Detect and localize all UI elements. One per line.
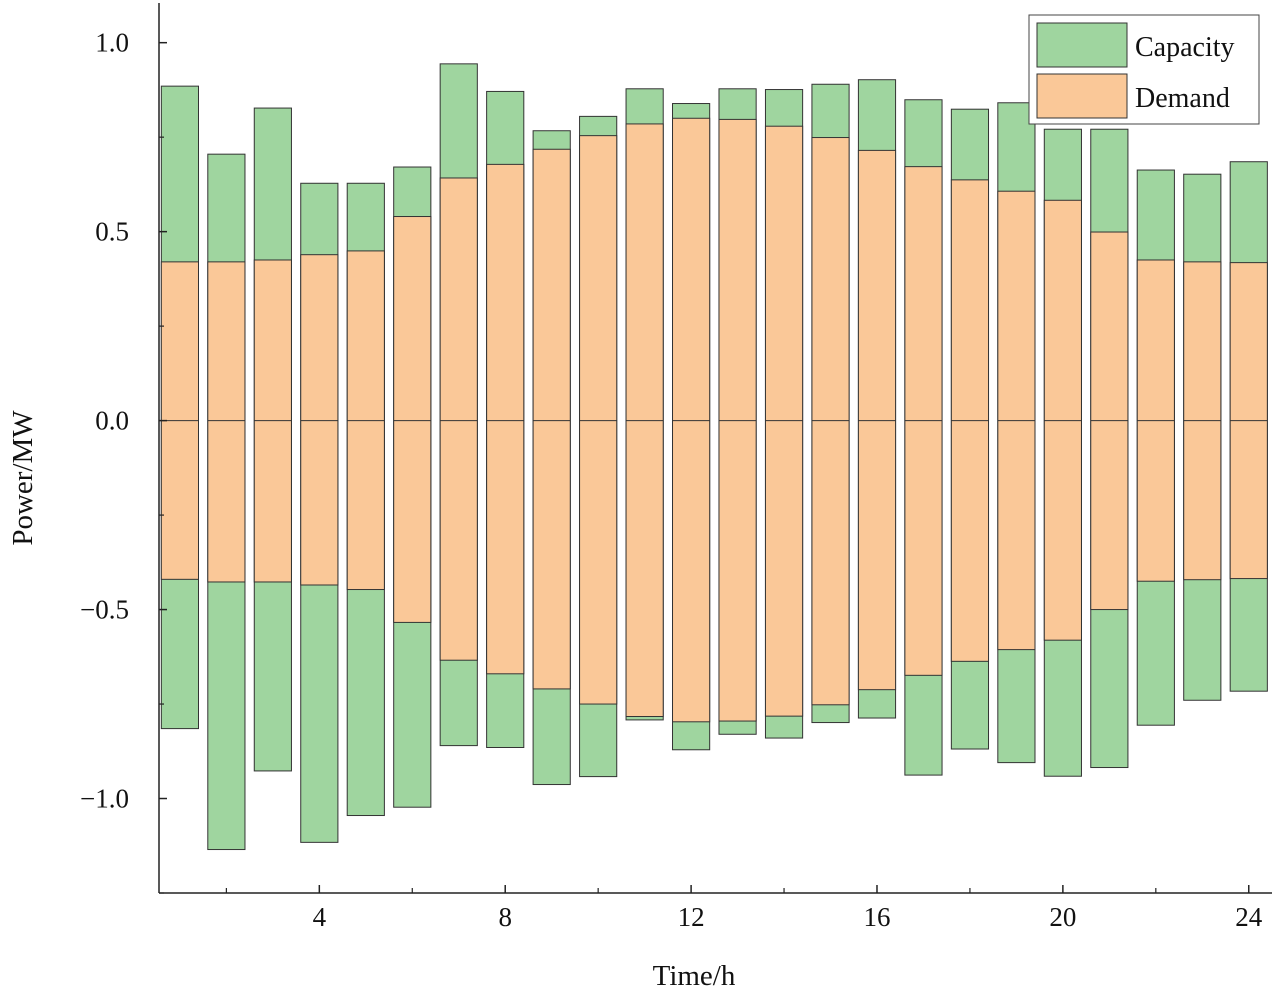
x-tick-label: 4 xyxy=(313,902,327,932)
demand-bar xyxy=(857,149,897,691)
y-tick-label: −1.0 xyxy=(80,784,129,814)
legend-swatch xyxy=(1036,22,1128,68)
y-tick-label: 0.0 xyxy=(95,406,129,436)
y-tick-label: −0.5 xyxy=(80,595,129,625)
x-tick-label: 24 xyxy=(1235,902,1263,932)
legend-label: Demand xyxy=(1135,83,1230,114)
demand-bar xyxy=(300,254,339,586)
demand-bar xyxy=(764,125,804,717)
bars-layer xyxy=(160,63,1268,851)
axes-layer: −1.0 −0.5 0.0 0.5 1.0 4 8 12 16 20 24 xyxy=(80,3,1272,932)
demand-bar xyxy=(207,261,246,583)
x-tick-label: 16 xyxy=(863,902,890,932)
demand-bar xyxy=(393,216,432,623)
x-tick-label: 20 xyxy=(1049,902,1076,932)
demand-bar xyxy=(486,163,525,675)
y-axis-label: Power/MW xyxy=(7,410,39,546)
x-tick-label: 8 xyxy=(498,902,512,932)
demand-bar xyxy=(579,135,618,705)
legend-label: Capacity xyxy=(1135,32,1235,63)
legend: Capacity Demand xyxy=(1028,14,1260,125)
demand-bar xyxy=(811,137,850,706)
y-tick-label: 0.5 xyxy=(95,217,129,247)
legend-swatch xyxy=(1036,73,1128,119)
y-tick-label: 1.0 xyxy=(95,28,129,58)
x-axis-label: Time/h xyxy=(653,960,736,992)
demand-bar xyxy=(439,177,478,661)
demand-bar xyxy=(672,117,711,723)
demand-bar xyxy=(532,148,571,690)
x-tick-label: 12 xyxy=(678,902,705,932)
